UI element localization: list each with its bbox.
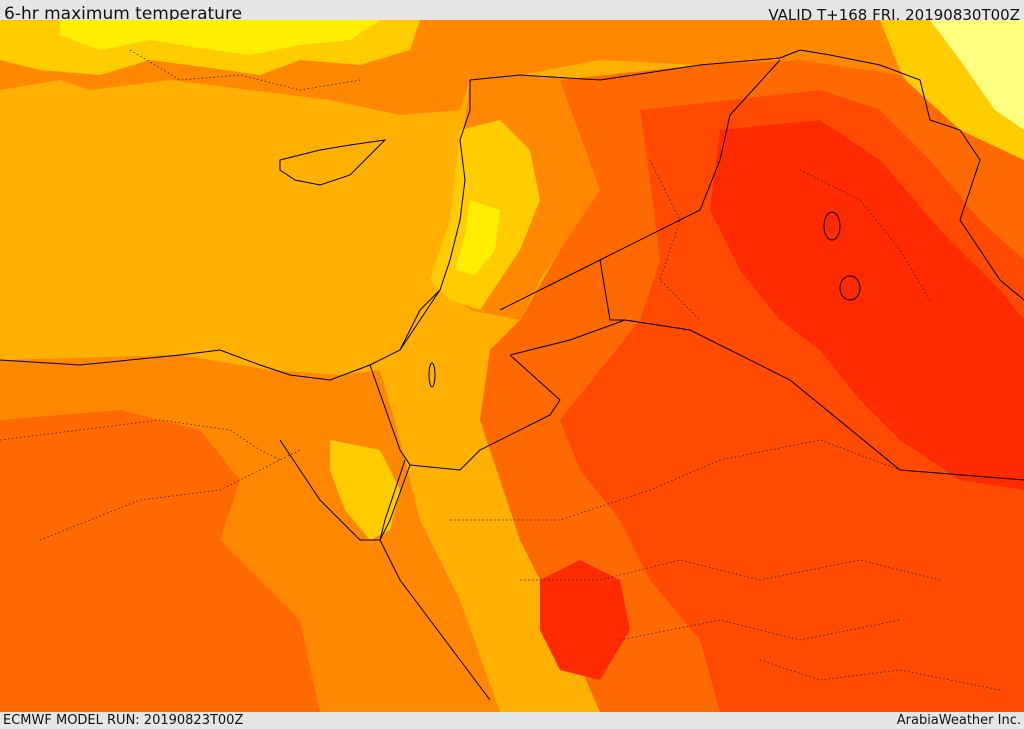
temp-band-paleyellow-ne [930, 20, 1024, 130]
valid-time-label: VALID T+168 FRI. 20190830T00Z [768, 6, 1020, 20]
header-bar: 6-hr maximum temperature VALID T+168 FRI… [0, 0, 1024, 20]
temp-band-paleyellow-north [60, 20, 380, 55]
lake-iraq-1 [823, 211, 841, 241]
lake-iraq-2 [839, 275, 861, 301]
model-run-label: ECMWF MODEL RUN: 20190823T00Z [3, 713, 244, 728]
temp-band-darkorange-sudan [100, 560, 300, 712]
country-borders [0, 49, 1024, 541]
map-canvas [0, 20, 1024, 712]
temp-band-levant-paleyellow [455, 200, 500, 275]
dead-sea [428, 362, 436, 388]
temp-band-red-iraq [710, 120, 1024, 490]
map-title: 6-hr maximum temperature [4, 4, 243, 20]
cyprus-outline [279, 139, 387, 186]
temperature-map[interactable] [0, 20, 1024, 712]
gulf-of-aqaba [379, 459, 406, 541]
red-sea-coastline [279, 439, 491, 701]
temp-band-red-saudi [540, 560, 630, 680]
admin-boundaries [0, 49, 1001, 691]
temp-band-sinai-yellow [330, 440, 400, 540]
credit-label: ArabiaWeather Inc. [896, 713, 1021, 728]
footer-bar: ECMWF MODEL RUN: 20190823T00Z ArabiaWeat… [0, 712, 1024, 729]
